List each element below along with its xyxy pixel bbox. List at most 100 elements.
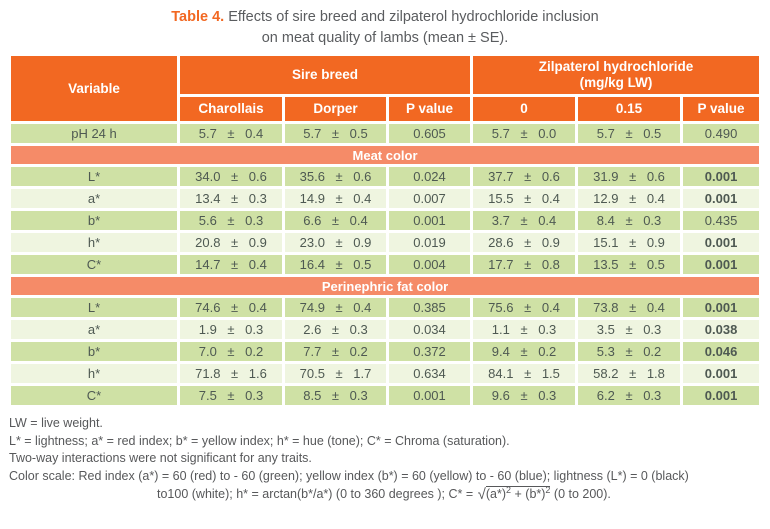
table-row-fat-a: a* 1.9 ± 0.3 2.6 ± 0.3 0.034 1.1 ± 0.3 3…: [11, 320, 760, 339]
cell-variable: L*: [11, 298, 177, 317]
section-label: Perinephric fat color: [11, 277, 760, 295]
footnote-color-scale-2: to100 (white); h* = arctan(b*/a*) (0 to …: [157, 485, 762, 504]
cell-p-zh: 0.001: [683, 189, 760, 208]
cell-p-zh: 0.046: [683, 342, 760, 361]
table-row-meat-h: h* 20.8 ± 0.9 23.0 ± 0.9 0.019 28.6 ± 0.…: [11, 233, 760, 252]
cell-charollais: 7.5 ± 0.3: [180, 386, 282, 405]
cell-zh-015: 5.7 ± 0.5: [578, 124, 681, 143]
section-header-fat-color: Perinephric fat color: [11, 277, 760, 295]
cell-p-sire: 0.034: [389, 320, 471, 339]
cell-zh-0: 9.4 ± 0.2: [473, 342, 576, 361]
header-row-groups: Variable Sire breed Zilpaterol hydrochlo…: [11, 56, 760, 121]
radicand: (a*)2 + (b*)2: [485, 484, 551, 501]
header-dorper: Dorper: [285, 97, 386, 121]
cell-zh-015: 13.5 ± 0.5: [578, 255, 681, 274]
cell-variable: h*: [11, 364, 177, 383]
cell-charollais: 34.0 ± 0.6: [180, 167, 282, 186]
cell-charollais: 71.8 ± 1.6: [180, 364, 282, 383]
cell-p-zh: 0.001: [683, 386, 760, 405]
cell-dorper: 23.0 ± 0.9: [285, 233, 386, 252]
header-charollais: Charollais: [180, 97, 282, 121]
cell-zh-0: 15.5 ± 0.4: [473, 189, 576, 208]
footnotes: LW = live weight. L* = lightness; a* = r…: [9, 415, 762, 504]
cell-p-zh: 0.490: [683, 124, 760, 143]
cell-p-zh: 0.038: [683, 320, 760, 339]
table-caption: Table 4. Effects of sire breed and zilpa…: [0, 0, 770, 49]
cell-zh-0: 75.6 ± 0.4: [473, 298, 576, 317]
cell-dorper: 5.7 ± 0.5: [285, 124, 386, 143]
cell-p-zh: 0.001: [683, 364, 760, 383]
cell-variable: b*: [11, 342, 177, 361]
cell-charollais: 7.0 ± 0.2: [180, 342, 282, 361]
caption-text-1: Effects of sire breed and zilpaterol hyd…: [224, 9, 599, 25]
cell-zh-015: 15.1 ± 0.9: [578, 233, 681, 252]
cell-charollais: 74.6 ± 0.4: [180, 298, 282, 317]
radicand-a: (a*): [485, 487, 507, 501]
cell-charollais: 14.7 ± 0.4: [180, 255, 282, 274]
cell-dorper: 2.6 ± 0.3: [285, 320, 386, 339]
cell-zh-015: 3.5 ± 0.3: [578, 320, 681, 339]
cell-variable: h*: [11, 233, 177, 252]
cell-p-sire: 0.372: [389, 342, 471, 361]
cell-p-zh: 0.001: [683, 233, 760, 252]
radicand-a-exponent: 2: [506, 484, 512, 495]
footnote-lw: LW = live weight.: [9, 416, 103, 430]
cell-dorper: 6.6 ± 0.4: [285, 211, 386, 230]
header-p-value-zh: P value: [683, 97, 760, 121]
header-dose-015: 0.15: [578, 97, 681, 121]
header-group-zilpaterol: Zilpaterol hydrochloride (mg/kg LW): [473, 56, 760, 94]
cell-dorper: 16.4 ± 0.5: [285, 255, 386, 274]
header-p-value-sire: P value: [389, 97, 471, 121]
cell-p-sire: 0.001: [389, 386, 471, 405]
table-row-ph24h: pH 24 h 5.7 ± 0.4 5.7 ± 0.5 0.605 5.7 ± …: [11, 124, 760, 143]
header-zilpaterol-line1: Zilpaterol hydrochloride: [538, 59, 694, 75]
cell-variable: L*: [11, 167, 177, 186]
header-dose-0: 0: [473, 97, 576, 121]
table-row-meat-L: L* 34.0 ± 0.6 35.6 ± 0.6 0.024 37.7 ± 0.…: [11, 167, 760, 186]
cell-zh-0: 5.7 ± 0.0: [473, 124, 576, 143]
section-label: Meat color: [11, 146, 760, 164]
cell-dorper: 8.5 ± 0.3: [285, 386, 386, 405]
cell-zh-015: 58.2 ± 1.8: [578, 364, 681, 383]
cell-dorper: 7.7 ± 0.2: [285, 342, 386, 361]
cell-zh-015: 6.2 ± 0.3: [578, 386, 681, 405]
cell-variable: a*: [11, 189, 177, 208]
cell-zh-015: 31.9 ± 0.6: [578, 167, 681, 186]
cell-p-zh: 0.001: [683, 255, 760, 274]
cell-p-sire: 0.019: [389, 233, 471, 252]
section-header-meat-color: Meat color: [11, 146, 760, 164]
footnote-formula-post: (0 to 200).: [550, 487, 611, 501]
table-row-fat-b: b* 7.0 ± 0.2 7.7 ± 0.2 0.372 9.4 ± 0.2 5…: [11, 342, 760, 361]
footnote-formula-pre: to100 (white); h* = arctan(b*/a*) (0 to …: [157, 487, 477, 501]
cell-p-sire: 0.004: [389, 255, 471, 274]
cell-zh-015: 73.8 ± 0.4: [578, 298, 681, 317]
cell-p-zh: 0.435: [683, 211, 760, 230]
cell-p-sire: 0.634: [389, 364, 471, 383]
cell-p-zh: 0.001: [683, 298, 760, 317]
table-row-meat-a: a* 13.4 ± 0.3 14.9 ± 0.4 0.007 15.5 ± 0.…: [11, 189, 760, 208]
cell-dorper: 14.9 ± 0.4: [285, 189, 386, 208]
table-row-meat-b: b* 5.6 ± 0.3 6.6 ± 0.4 0.001 3.7 ± 0.4 8…: [11, 211, 760, 230]
header-group-sire-breed: Sire breed: [180, 56, 471, 94]
cell-p-sire: 0.385: [389, 298, 471, 317]
cell-zh-0: 3.7 ± 0.4: [473, 211, 576, 230]
table-row-fat-L: L* 74.6 ± 0.4 74.9 ± 0.4 0.385 75.6 ± 0.…: [11, 298, 760, 317]
cell-zh-0: 17.7 ± 0.8: [473, 255, 576, 274]
table-row-fat-h: h* 71.8 ± 1.6 70.5 ± 1.7 0.634 84.1 ± 1.…: [11, 364, 760, 383]
header-row-columns: Charollais Dorper P value 0 0.15 P value: [11, 97, 760, 121]
cell-p-sire: 0.001: [389, 211, 471, 230]
cell-charollais: 5.6 ± 0.3: [180, 211, 282, 230]
cell-charollais: 1.9 ± 0.3: [180, 320, 282, 339]
cell-charollais: 20.8 ± 0.9: [180, 233, 282, 252]
footnote-interactions: Two-way interactions were not significan…: [9, 451, 312, 465]
footnote-color-scale-1: Color scale: Red index (a*) = 60 (red) t…: [9, 468, 689, 483]
cell-variable: C*: [11, 255, 177, 274]
caption-table-number: Table 4.: [171, 9, 225, 25]
cell-zh-015: 12.9 ± 0.4: [578, 189, 681, 208]
cell-p-sire: 0.007: [389, 189, 471, 208]
cell-dorper: 74.9 ± 0.4: [285, 298, 386, 317]
cell-variable: a*: [11, 320, 177, 339]
cell-charollais: 5.7 ± 0.4: [180, 124, 282, 143]
cell-zh-0: 9.6 ± 0.3: [473, 386, 576, 405]
cell-dorper: 35.6 ± 0.6: [285, 167, 386, 186]
